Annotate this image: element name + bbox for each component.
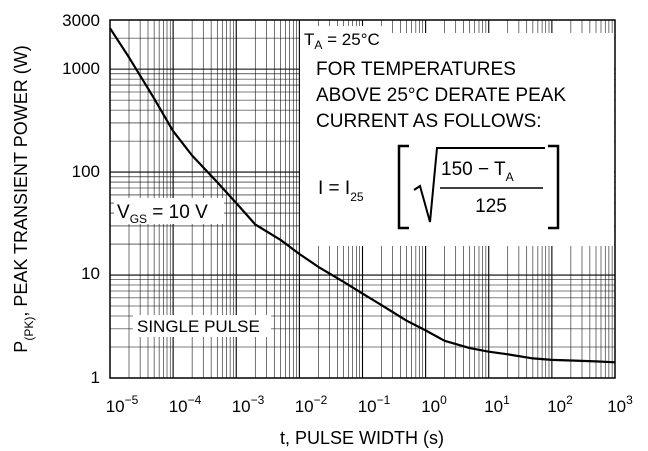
derate-note-box xyxy=(300,33,614,246)
x-tick-label: 10−2 xyxy=(295,393,328,416)
formula-denominator: 125 xyxy=(475,196,507,217)
formula-lhs: I = I25 xyxy=(318,178,364,204)
y-axis-label: P(PK), PEAK TRANSIENT POWER (W) xyxy=(11,45,36,352)
x-tick-labels: 10−5 10−4 10−3 10−2 10−1 100 101 102 103 xyxy=(106,393,633,416)
sqrt-sign xyxy=(413,147,545,223)
series-layer xyxy=(109,27,616,364)
vgs-label-box xyxy=(114,198,224,224)
series-line-0 xyxy=(109,27,616,364)
y-tick-label: 10 xyxy=(81,264,100,283)
y-tick-label: 1000 xyxy=(62,59,100,78)
left-bracket xyxy=(397,144,409,230)
vgs-label: VGS = 10 V xyxy=(117,202,208,226)
x-axis-label: t, PULSE WIDTH (s) xyxy=(280,428,444,448)
x-tick-label: 10−1 xyxy=(358,393,391,416)
derate-note-line: ABOVE 25°C DERATE PEAK xyxy=(316,85,566,106)
single-pulse-label-box xyxy=(133,315,271,337)
x-tick-label: 10−5 xyxy=(106,393,139,416)
formula-numerator: 150 − TA xyxy=(441,159,514,184)
derate-note-line: FOR TEMPERATURES xyxy=(316,59,516,80)
plot-frame xyxy=(109,19,616,379)
temp-label-box xyxy=(300,26,392,48)
single-pulse-label: SINGLE PULSE xyxy=(137,317,260,336)
temperature-label: TA = 25°C xyxy=(304,30,380,52)
x-tick-label: 102 xyxy=(547,393,573,416)
x-tick-label: 100 xyxy=(421,393,447,416)
derating-formula: I = I25 150 − TA 125 xyxy=(318,144,560,230)
right-bracket xyxy=(548,144,560,230)
y-tick-label: 100 xyxy=(72,162,100,181)
derate-note-line: CURRENT AS FOLLOWS: xyxy=(316,111,542,132)
y-tick-label: 3000 xyxy=(62,11,100,30)
x-tick-label: 10−4 xyxy=(169,393,202,416)
y-tick-labels: 3000 1000 100 10 1 xyxy=(62,11,100,387)
x-tick-label: 10−3 xyxy=(232,393,265,416)
y-tick-label: 1 xyxy=(91,368,100,387)
x-tick-label: 103 xyxy=(607,393,633,416)
x-tick-label: 101 xyxy=(484,393,510,416)
